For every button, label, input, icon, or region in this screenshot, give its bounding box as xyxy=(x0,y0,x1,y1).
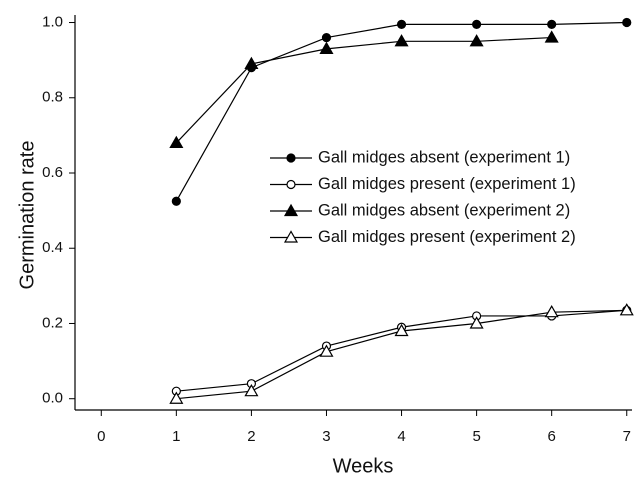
x-axis-label: Weeks xyxy=(333,455,394,477)
marker xyxy=(394,34,409,47)
legend-label: Gall midges present (experiment 1) xyxy=(318,175,576,193)
marker xyxy=(171,196,181,206)
marker xyxy=(544,304,559,318)
marker xyxy=(622,17,632,28)
x-tick-label: 1 xyxy=(172,428,180,445)
y-axis-label: Germination rate xyxy=(16,141,38,290)
x-tick-label: 3 xyxy=(322,428,330,445)
marker xyxy=(469,34,484,47)
marker xyxy=(319,41,334,54)
x-tick-label: 5 xyxy=(472,428,480,445)
marker xyxy=(544,30,559,43)
marker xyxy=(469,316,484,329)
marker xyxy=(244,56,259,70)
series-line xyxy=(175,36,552,144)
y-tick-label: 0.8 xyxy=(42,89,63,106)
legend-marker xyxy=(283,230,299,243)
y-tick-label: 0.4 xyxy=(42,239,63,256)
series-line xyxy=(176,309,627,392)
y-tick-label: 0.0 xyxy=(42,390,63,407)
x-tick-label: 6 xyxy=(548,428,556,445)
marker xyxy=(547,19,557,30)
legend-marker xyxy=(283,203,299,217)
marker xyxy=(396,19,407,30)
marker xyxy=(321,32,332,43)
y-tick-label: 0.6 xyxy=(42,164,63,181)
y-tick-label: 1.0 xyxy=(42,13,63,30)
y-tick-label: 0.2 xyxy=(42,314,63,331)
marker xyxy=(169,391,184,404)
legend-label: Gall midges absent (experiment 1) xyxy=(318,148,570,166)
legend-marker xyxy=(286,153,296,163)
legend-marker xyxy=(286,179,296,190)
legend-label: Gall midges present (experiment 2) xyxy=(318,228,576,246)
marker xyxy=(472,19,482,30)
marker xyxy=(394,323,409,337)
marker xyxy=(244,383,259,397)
marker xyxy=(619,303,634,316)
marker xyxy=(169,135,184,149)
x-tick-label: 4 xyxy=(397,428,405,445)
x-tick-label: 2 xyxy=(247,428,255,445)
x-tick-label: 7 xyxy=(623,428,631,445)
legend-label: Gall midges absent (experiment 2) xyxy=(318,201,570,219)
marker xyxy=(319,344,334,357)
x-tick-label: 0 xyxy=(97,428,105,445)
